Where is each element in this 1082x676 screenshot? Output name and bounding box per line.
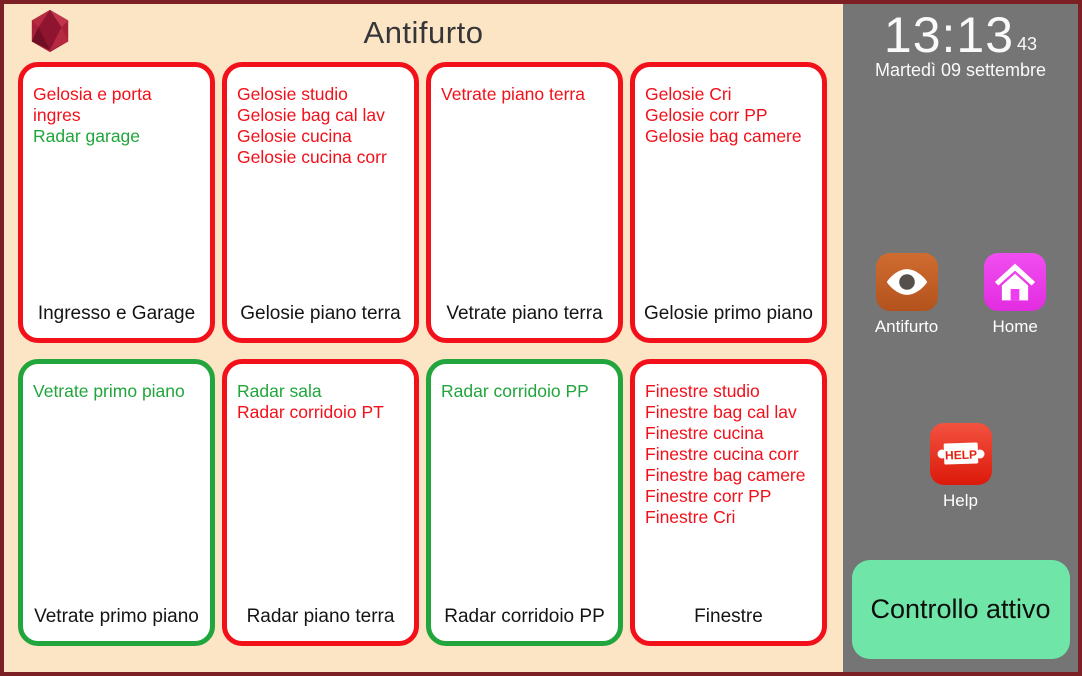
zone-card-1[interactable]: Gelosia e porta ingres Radar garage Ingre… (18, 62, 215, 343)
sensor-item: Vetrate primo piano (33, 381, 185, 401)
sensor-item: Radar corridoio PT (237, 402, 384, 422)
zone-label: Gelosie piano terra (240, 303, 401, 324)
sensor-item: Gelosie studio (237, 84, 348, 104)
sensor-item: Finestre cucina corr (645, 444, 799, 464)
zone-card-3[interactable]: Vetrate piano terra Vetrate piano terra (426, 62, 623, 343)
help-button[interactable]: HELP Help (929, 423, 992, 511)
sensor-item: Finestre bag cal lav (645, 402, 797, 422)
clock: 13:13 43 (884, 6, 1037, 64)
zone-sensor-list: Gelosie studio Gelosie bag cal lav Gelosie… (237, 84, 404, 168)
zone-label: Ingresso e Garage (37, 303, 196, 324)
sensor-item: Radar garage (33, 126, 141, 146)
zone-sensor-list: Vetrate primo piano (33, 381, 200, 402)
sensor-item: Finestre corr PP (645, 486, 772, 506)
zone-label: Finestre (694, 606, 763, 627)
zone-sensor-list: Radar corridoio PP (441, 381, 608, 402)
sensor-item: Gelosie Cri (645, 84, 732, 104)
sensor-item: Radar sala (237, 381, 322, 401)
zone-sensor-list: Radar sala Radar corridoio PT (237, 381, 404, 423)
zone-label: Gelosie primo piano (644, 303, 813, 324)
sensor-item: Gelosie corr PP (645, 105, 768, 125)
zone-sensor-list: Gelosie Cri Gelosie corr PP Gelosie bag ca… (645, 84, 812, 147)
zones-grid: Gelosia e porta ingres Radar garage Ingre… (4, 62, 843, 646)
zone-card-6[interactable]: Radar sala Radar corridoio PT Radar piano… (222, 359, 419, 646)
main-area: Antifurto Gelosia e porta ingres Radar ga… (4, 4, 843, 672)
home-icon (984, 253, 1047, 311)
zone-label: Radar piano terra (246, 606, 395, 627)
sensor-item: Gelosie cucina (237, 126, 352, 146)
sensor-item: Radar corridoio PP (441, 381, 589, 401)
sensor-item: Finestre Cri (645, 507, 736, 527)
sensor-item: Finestre studio (645, 381, 760, 401)
zone-card-7[interactable]: Radar corridoio PP Radar corridoio PP (426, 359, 623, 646)
gem-logo-icon (31, 9, 69, 53)
antifurto-button[interactable]: Antifurto (875, 253, 938, 337)
sensor-item: Finestre bag camere (645, 465, 806, 485)
eye-icon (875, 253, 938, 311)
page-title: Antifurto (363, 15, 484, 50)
sidebar: 13:13 43 Martedì 09 settembre Antifurto (843, 4, 1078, 672)
help-banner-icon: HELP (929, 423, 992, 485)
clock-seconds: 43 (1017, 34, 1038, 54)
zone-card-8[interactable]: Finestre studio Finestre bag cal lav Fines… (630, 359, 827, 646)
home-button-label: Home (992, 317, 1038, 336)
zone-label: Radar corridoio PP (444, 606, 605, 627)
zone-sensor-list: Vetrate piano terra (441, 84, 608, 105)
sensor-item: Gelosie bag camere (645, 126, 802, 146)
control-status-button[interactable]: Controllo attivo (851, 560, 1070, 659)
clock-date: Martedì 09 settembre (874, 60, 1047, 80)
sensor-item: Vetrate piano terra (441, 84, 585, 104)
zone-label: Vetrate primo piano (34, 606, 199, 627)
antifurto-button-label: Antifurto (874, 317, 939, 336)
header: Antifurto (4, 4, 843, 62)
nav-row: Antifurto Home (875, 253, 1047, 337)
clock-time: 13:13 (883, 7, 1015, 63)
sensor-item: Gelosia e porta ingres (33, 84, 152, 125)
help-button-label: Help (943, 491, 978, 510)
zone-label: Vetrate piano terra (446, 303, 603, 324)
zone-card-2[interactable]: Gelosie studio Gelosie bag cal lav Gelosie… (222, 62, 419, 343)
zone-card-5[interactable]: Vetrate primo piano Vetrate primo piano (18, 359, 215, 646)
home-button[interactable]: Home (984, 253, 1047, 337)
zone-card-4[interactable]: Gelosie Cri Gelosie corr PP Gelosie bag ca… (630, 62, 827, 343)
help-banner-text: HELP (944, 447, 976, 462)
sensor-item: Gelosie cucina corr (237, 147, 387, 167)
zone-sensor-list: Finestre studio Finestre bag cal lav Fines… (645, 381, 812, 528)
zone-sensor-list: Gelosia e porta ingres Radar garage (33, 84, 200, 147)
sensor-item: Gelosie bag cal lav (237, 105, 385, 125)
sensor-item: Finestre cucina (645, 423, 764, 443)
